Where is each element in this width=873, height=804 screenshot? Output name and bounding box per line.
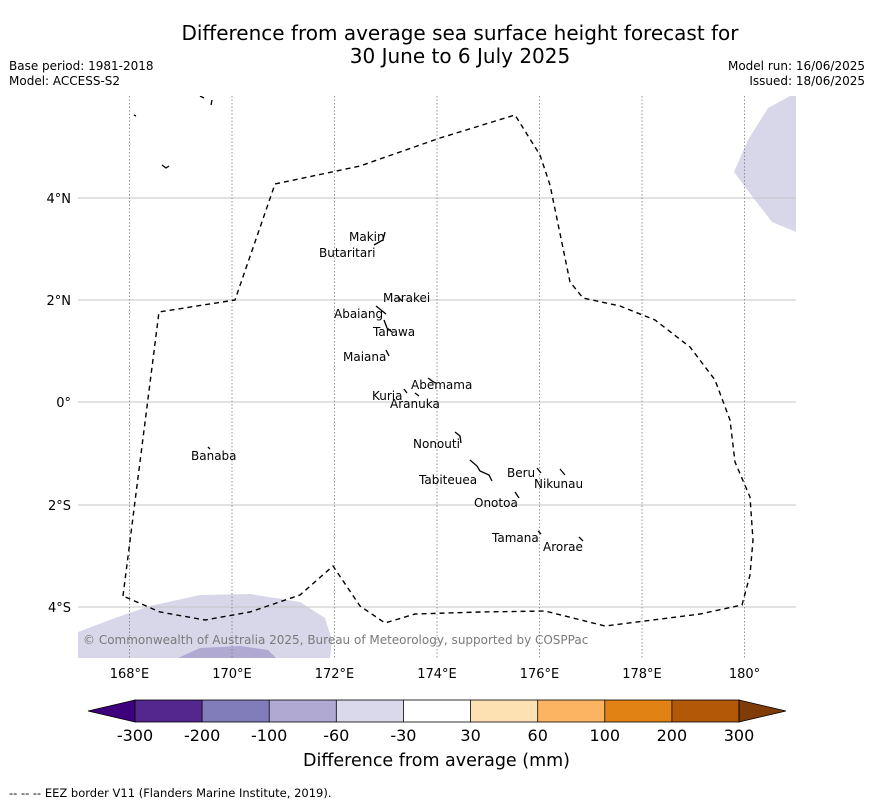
colorbar-tick: -60 [323, 726, 349, 745]
place-labels: Makin Butaritari Marakei Abaiang Tarawa … [191, 230, 583, 554]
colorbar-tick: -30 [390, 726, 416, 745]
colorbar-label: Difference from average (mm) [302, 751, 571, 771]
lat-label-2n: 2°N [47, 294, 72, 309]
place-label-makin: Makin [349, 230, 385, 244]
lat-label-2s: 2°S [48, 499, 71, 514]
colorbar-bin-9 [671, 700, 740, 722]
lat-label-4n: 4°N [47, 192, 72, 207]
colorbar-bin-8 [604, 700, 672, 722]
colorbar-ticks: -300 -200 -100 -60 -30 30 60 100 200 300 [117, 726, 754, 745]
lon-label-172e: 172°E [315, 667, 355, 682]
colorbar-tick: -200 [184, 726, 220, 745]
place-label-nonouti: Nonouti [413, 437, 460, 451]
place-label-aranuka: Aranuka [390, 397, 440, 411]
longitude-gridlines [129, 96, 745, 658]
colorbar-tick: 200 [657, 726, 688, 745]
place-label-arorae: Arorae [543, 540, 583, 554]
place-label-nikunau: Nikunau [534, 477, 583, 491]
meta-left: Base period: 1981-2018 Model: ACCESS-S2 [9, 59, 154, 89]
map-area: Makin Butaritari Marakei Abaiang Tarawa … [78, 96, 796, 658]
place-label-kuria: Kuria [372, 389, 403, 403]
anomaly-region-southwest [78, 594, 332, 658]
lon-label-180: 180° [729, 667, 760, 682]
place-label-tarawa: Tarawa [372, 325, 415, 339]
colorbar-bin-2 [202, 700, 270, 722]
place-label-abemama: Abemama [411, 378, 472, 392]
anomaly-region-southwest-strong [178, 646, 276, 658]
colorbar-tick: 100 [590, 726, 621, 745]
model-text: Model: ACCESS-S2 [9, 74, 121, 88]
colorbar-tick: -100 [251, 726, 287, 745]
place-label-beru: Beru [507, 466, 535, 480]
issued-text: Issued: 18/06/2025 [749, 74, 865, 88]
colorbar-extend-low [87, 699, 136, 723]
eez-footer-note: -- -- -- EEZ border V11 (Flanders Marine… [9, 786, 332, 800]
place-label-onotoa: Onotoa [474, 496, 518, 510]
place-label-marakei: Marakei [383, 291, 430, 305]
lon-label-170e: 170°E [212, 667, 252, 682]
map-title: Difference from average sea surface heig… [0, 22, 873, 68]
title-line-1: Difference from average sea surface heig… [181, 21, 739, 45]
eez-border [122, 114, 754, 627]
lat-label-0: 0° [56, 396, 71, 411]
lon-label-178e: 178°E [622, 667, 662, 682]
meta-right: Model run: 16/06/2025 Issued: 18/06/2025 [728, 59, 865, 89]
place-label-maiana: Maiana [343, 350, 386, 364]
longitude-labels: 168°E 170°E 172°E 174°E 176°E 178°E 180° [110, 667, 760, 682]
colorbar-tick: 30 [460, 726, 480, 745]
colorbar-bin-6 [470, 700, 538, 722]
colorbar-bin-7 [537, 700, 605, 722]
colorbar: -300 -200 -100 -60 -30 30 60 100 200 300 [87, 699, 787, 745]
model-run-text: Model run: 16/06/2025 [727, 59, 865, 73]
anomaly-region-northeast [734, 96, 796, 232]
colorbar-bin-1 [135, 700, 203, 722]
base-period-text: Base period: 1981-2018 [9, 59, 154, 73]
colorbar-tick: 300 [724, 726, 755, 745]
colorbar-extend-high [738, 699, 787, 723]
colorbar-bin-5 [403, 700, 471, 722]
place-label-abaiang: Abaiang [334, 307, 383, 321]
lon-label-174e: 174°E [417, 667, 457, 682]
place-label-butaritari: Butaritari [319, 246, 376, 260]
lon-label-168e: 168°E [110, 667, 150, 682]
copyright-text: © Commonwealth of Australia 2025, Bureau… [83, 633, 588, 647]
place-label-banaba: Banaba [191, 449, 237, 463]
place-label-tabiteuea: Tabiteuea [418, 473, 477, 487]
latitude-labels: 4°N 2°N 0° 2°S 4°S [47, 192, 72, 616]
place-label-tamana: Tamana [491, 531, 539, 545]
colorbar-bin-4 [336, 700, 404, 722]
colorbar-tick: -300 [117, 726, 153, 745]
title-line-2: 30 June to 6 July 2025 [349, 44, 571, 68]
island-outlines [133, 96, 584, 542]
colorbar-bin-3 [269, 700, 337, 722]
colorbar-tick: 60 [528, 726, 548, 745]
lat-label-4s: 4°S [48, 601, 71, 616]
lon-label-176e: 176°E [520, 667, 560, 682]
